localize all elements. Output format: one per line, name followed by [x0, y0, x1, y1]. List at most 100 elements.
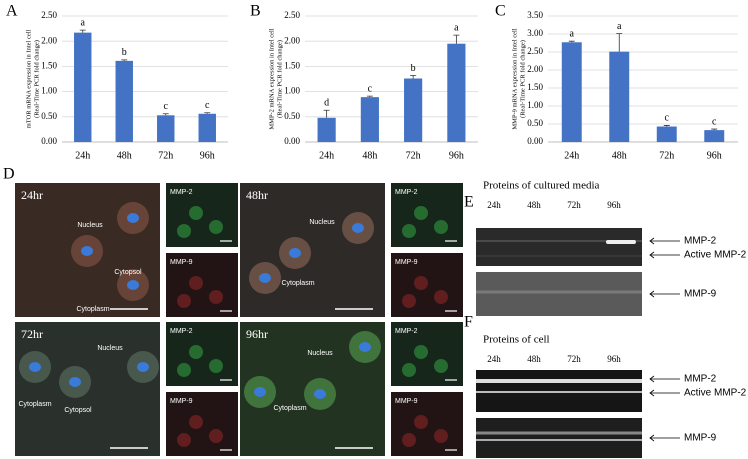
inset-cell	[189, 206, 203, 220]
error-bar	[204, 112, 211, 114]
arrow	[649, 237, 680, 245]
nucleus	[137, 362, 149, 372]
gel	[476, 272, 642, 316]
band-label: MMP-9	[684, 433, 717, 444]
lane-label: 48h	[527, 354, 541, 364]
y-axis-label: (Real-Time PCR fold change)	[519, 40, 526, 118]
inset-cell	[414, 415, 428, 429]
y-tick-label: 2.50	[284, 10, 300, 20]
bar	[317, 117, 336, 142]
significance-letter: c	[712, 116, 717, 127]
inset-cell	[434, 290, 448, 304]
inset-label: MMP-9	[395, 259, 418, 266]
structure-label: Cytoplasm	[18, 401, 51, 408]
x-tick-label: 24h	[75, 150, 90, 161]
error-bar	[79, 29, 86, 33]
error-bar	[616, 33, 623, 52]
nucleus	[254, 387, 266, 397]
structure-label: Cytoplasm	[273, 405, 306, 412]
arrow	[649, 290, 680, 298]
significance-letter: c	[205, 100, 210, 111]
inset-label: MMP-9	[395, 398, 418, 405]
x-tick-label: 48h	[612, 150, 627, 161]
inset-cell	[209, 359, 223, 373]
lane-label: 72h	[567, 354, 581, 364]
bar	[115, 60, 133, 142]
structure-label: Nucleus	[309, 219, 335, 226]
significance-letter: a	[454, 22, 459, 33]
y-tick-label: 1.50	[41, 60, 57, 70]
inset-cell	[177, 224, 191, 238]
inset-cell	[414, 206, 428, 220]
band-label: MMP-2	[684, 374, 717, 385]
y-axis-label: MMP-9 mRNA expression in Intel cell	[511, 28, 518, 129]
nucleus	[127, 280, 139, 290]
inset-cell	[402, 363, 416, 377]
y-tick-label: 0.00	[41, 136, 57, 146]
y-tick-label: 2.00	[527, 64, 543, 74]
bar	[157, 115, 175, 142]
nucleus	[69, 377, 81, 387]
band-label: MMP-2	[684, 236, 717, 247]
x-tick-label: 72h	[659, 150, 674, 161]
error-bar	[453, 34, 460, 44]
bar	[360, 97, 379, 142]
y-tick-label: 2.50	[41, 10, 57, 20]
lane-label: 48h	[527, 200, 541, 210]
lane-label: 24h	[487, 200, 501, 210]
x-tick-label: 24h	[319, 150, 334, 161]
y-tick-label: 3.00	[527, 28, 543, 38]
band-label: Active MMP-2	[684, 388, 747, 399]
time-label: 48hr	[246, 188, 268, 202]
y-tick-label: 0.00	[284, 136, 300, 146]
inset-cell	[189, 276, 203, 290]
y-tick-label: 2.50	[527, 46, 543, 56]
x-tick-label: 72h	[158, 150, 173, 161]
error-bar	[121, 59, 128, 61]
significance-letter: c	[665, 113, 670, 124]
inset-cell	[434, 359, 448, 373]
time-label: 24hr	[21, 188, 43, 202]
x-tick-label: 96h	[200, 150, 215, 161]
panel-label: F	[464, 314, 473, 331]
inset-cell	[402, 294, 416, 308]
gel	[476, 228, 642, 266]
arrow	[649, 434, 680, 442]
error-bar	[162, 113, 169, 116]
panel-label: E	[464, 194, 474, 211]
bar	[656, 126, 677, 142]
inset-label: MMP-9	[170, 398, 193, 405]
inset-cell	[414, 276, 428, 290]
inset-label: MMP-2	[395, 328, 418, 335]
x-tick-label: 96h	[707, 150, 722, 161]
band-label: Active MMP-2	[684, 250, 747, 261]
panel-label: B	[250, 3, 261, 20]
nucleus	[289, 248, 301, 258]
gel	[476, 418, 642, 458]
structure-label: Nucleus	[77, 222, 103, 229]
arrow	[649, 251, 680, 259]
y-tick-label: 0.50	[527, 118, 543, 128]
structure-label: Cytoplasm	[281, 280, 314, 287]
inset-cell	[177, 363, 191, 377]
nucleus	[314, 389, 326, 399]
significance-letter: d	[324, 98, 329, 109]
bar	[704, 130, 725, 142]
x-tick-label: 48h	[117, 150, 132, 161]
inset-cell	[209, 220, 223, 234]
bar	[447, 43, 466, 142]
y-tick-label: 2.00	[41, 35, 57, 45]
inset-cell	[177, 294, 191, 308]
band-label: MMP-9	[684, 289, 717, 300]
lane-label: 24h	[487, 354, 501, 364]
inset-cell	[209, 429, 223, 443]
y-axis-label: mTOR mRNA expression in Intel cell	[25, 29, 32, 128]
x-tick-label: 72h	[406, 150, 421, 161]
bar	[198, 113, 216, 142]
y-axis-label: (Real-Time PCR fold change)	[276, 40, 283, 118]
nucleus	[81, 246, 93, 256]
micrograph	[240, 183, 385, 317]
error-bar	[323, 109, 330, 118]
significance-letter: c	[368, 83, 373, 94]
